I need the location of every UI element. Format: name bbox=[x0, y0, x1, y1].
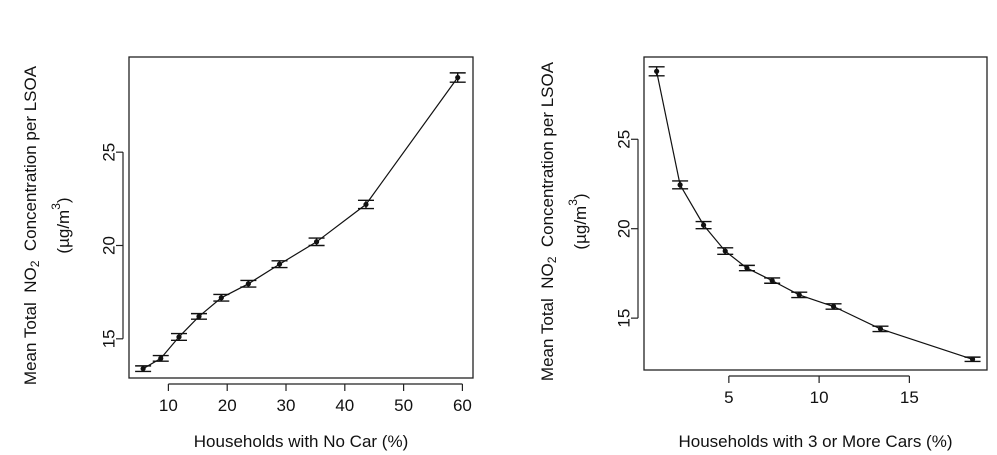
y-label-text: Concentration per LSOA bbox=[21, 65, 40, 260]
data-point bbox=[744, 265, 750, 271]
y-label-text: Mean Total NO bbox=[538, 263, 557, 381]
plot-frame bbox=[128, 56, 474, 379]
data-point bbox=[363, 201, 369, 208]
data-point bbox=[796, 292, 802, 298]
y-label-text: Concentration per LSOA bbox=[538, 61, 557, 256]
data-point bbox=[677, 182, 683, 188]
x-tick-label: 20 bbox=[218, 396, 237, 415]
y-tick-label: 15 bbox=[615, 309, 634, 328]
data-point bbox=[218, 295, 224, 301]
series-line bbox=[656, 71, 973, 360]
data-point bbox=[313, 239, 320, 245]
x-tick-label: 10 bbox=[159, 396, 178, 415]
data-point bbox=[158, 355, 164, 362]
y-axis-label-line2: (µg/m3) bbox=[49, 197, 73, 253]
y-label-text: (µg/m bbox=[54, 210, 73, 254]
chart-2: 5 10 15 15 20 25 Households with 3 or More Car… bbox=[538, 56, 988, 451]
y-axis-label-line2: (µg/m3) bbox=[566, 193, 590, 249]
x-tick-label: 10 bbox=[810, 388, 829, 407]
x-axis-label: Households with No Car (%) bbox=[194, 432, 408, 451]
data-point bbox=[969, 356, 976, 362]
x-tick-label: 15 bbox=[900, 388, 919, 407]
data-point bbox=[700, 222, 707, 228]
y-axis-label-line1: Mean Total NO2 Concentration per LSOA bbox=[21, 65, 43, 385]
data-point bbox=[722, 248, 728, 254]
data-point bbox=[654, 68, 660, 74]
y-tick-label: 15 bbox=[100, 329, 119, 348]
y-tick-label: 25 bbox=[100, 143, 119, 162]
data-point bbox=[877, 326, 884, 332]
series-line bbox=[142, 77, 459, 370]
plot-frame bbox=[643, 56, 988, 371]
x-tick-label: 60 bbox=[453, 396, 472, 415]
data-point bbox=[140, 366, 146, 372]
data-point bbox=[455, 74, 461, 81]
x-axis-label: Households with 3 or More Cars (%) bbox=[679, 432, 953, 451]
y-label-superscript: 3 bbox=[566, 199, 580, 206]
x-tick-label: 5 bbox=[724, 388, 733, 407]
x-tick-label: 40 bbox=[335, 396, 354, 415]
y-tick-label: 25 bbox=[615, 130, 634, 149]
y-label-text: ) bbox=[54, 197, 73, 203]
data-point bbox=[276, 261, 283, 267]
y-axis-label-line1: Mean Total NO2 Concentration per LSOA bbox=[538, 61, 560, 381]
y-label-text: ) bbox=[571, 193, 590, 199]
y-tick-label: 20 bbox=[100, 236, 119, 255]
x-tick-label: 30 bbox=[277, 396, 296, 415]
y-label-subscript: 2 bbox=[545, 256, 559, 263]
y-label-superscript: 3 bbox=[49, 203, 63, 210]
data-point bbox=[245, 281, 251, 287]
data-point bbox=[196, 313, 202, 320]
y-tick-label: 20 bbox=[615, 219, 634, 238]
data-point bbox=[830, 303, 837, 310]
y-label-text: Mean Total NO bbox=[21, 267, 40, 385]
x-tick-label: 50 bbox=[394, 396, 413, 415]
chart-1: 10 20 30 40 50 60 15 20 25 Households with No Car… bbox=[21, 56, 474, 451]
y-label-subscript: 2 bbox=[28, 260, 42, 267]
data-point bbox=[769, 277, 775, 284]
y-label-text: (µg/m bbox=[571, 206, 590, 250]
data-point bbox=[176, 334, 182, 340]
